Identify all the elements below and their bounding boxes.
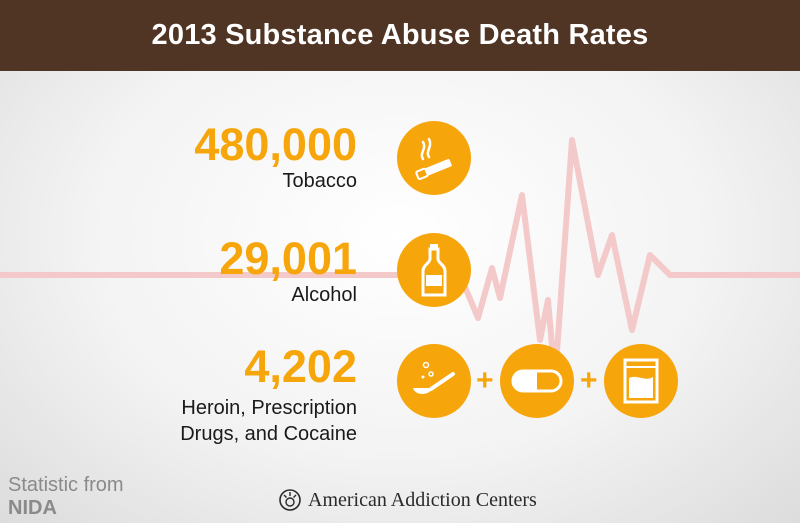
powder-bag-icon (604, 344, 678, 418)
brand-name: American Addiction Centers (308, 488, 537, 511)
header-bar: 2013 Substance Abuse Death Rates (0, 0, 800, 71)
stat-tobacco: 480,000 Tobacco (194, 122, 357, 194)
bottle-icon (397, 233, 471, 307)
cigarette-icon (397, 121, 471, 195)
stat-label-line-1: Heroin, Prescription (181, 397, 357, 419)
brand-logo: American Addiction Centers (278, 488, 537, 512)
page-title: 2013 Substance Abuse Death Rates (151, 19, 649, 51)
american-addiction-centers-logo-icon (279, 489, 301, 511)
source-credit: Statistic from NIDA (8, 474, 124, 520)
stat-label: Alcohol (291, 284, 357, 306)
stat-label: Tobacco (282, 170, 358, 192)
stat-value: 29,001 (219, 233, 357, 284)
plus-sign: + (476, 364, 494, 397)
stat-value: 4,202 (244, 341, 357, 392)
stat-alcohol: 29,001 Alcohol (219, 236, 357, 308)
spoon-icon (397, 344, 471, 418)
stat-heroin-prescription-cocaine: 4,202 Heroin, Prescription Drugs, and Co… (180, 344, 357, 447)
stat-label-line-2: Drugs, and Cocaine (180, 423, 357, 445)
source-name: NIDA (8, 497, 57, 519)
plus-sign: + (580, 364, 598, 397)
source-prefix: Statistic from (8, 474, 124, 496)
stat-value: 480,000 (194, 119, 357, 170)
pill-icon (500, 344, 574, 418)
